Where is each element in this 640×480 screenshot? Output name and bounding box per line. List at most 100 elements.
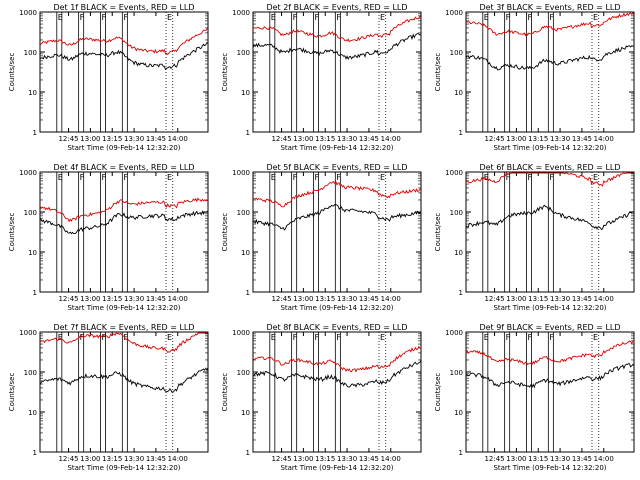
y-tick-label: 1000 (445, 9, 463, 17)
x-tick-label: 13:00 (506, 455, 526, 463)
interval-marker-label: F (549, 333, 554, 342)
y-tick-label: 10 (28, 249, 37, 257)
x-tick-label: 14:00 (381, 135, 401, 143)
x-tick-label: 13:45 (572, 295, 592, 303)
interval-marker-label: E (380, 13, 385, 22)
panel-5: Det 5f BLACK = Events, RED = LLD Counts/s… (221, 163, 422, 312)
x-tick-label: 14:00 (168, 135, 188, 143)
interval-marker-label: F (506, 13, 511, 22)
interval-marker-label: F (101, 333, 106, 342)
interval-marker-label: F (506, 173, 511, 182)
interval-marker-label: F (101, 13, 106, 22)
x-tick-label: 12:45 (271, 295, 291, 303)
interval-marker-label: E (58, 333, 63, 342)
x-tick-label: 13:15 (528, 295, 548, 303)
x-tick-label: 14:00 (381, 455, 401, 463)
x-tick-label: 13:45 (572, 135, 592, 143)
interval-marker-label: F (123, 173, 128, 182)
plot-frame (39, 11, 209, 133)
lld-series-line (252, 345, 422, 373)
x-tick-label: 12:45 (484, 455, 504, 463)
x-tick-label: 12:45 (58, 295, 78, 303)
y-tick-label: 100 (24, 209, 37, 217)
x-tick-label: 13:15 (315, 455, 335, 463)
plot-frame (252, 331, 422, 453)
interval-marker-label: E (380, 333, 385, 342)
lld-series-line (39, 28, 209, 56)
x-axis-label: Start Time (09-Feb-14 12:32:20) (493, 464, 606, 472)
x-tick-label: 14:00 (381, 295, 401, 303)
x-tick-label: 13:30 (550, 295, 570, 303)
x-axis-label: Start Time (09-Feb-14 12:32:20) (67, 304, 180, 312)
plot-frame (252, 171, 422, 293)
interval-marker-label: E (58, 173, 63, 182)
panel-title: Det 3f BLACK = Events, RED = LLD (479, 3, 620, 12)
interval-marker-label: E (593, 333, 598, 342)
x-tick-label: 13:30 (550, 455, 570, 463)
plot-frame (39, 331, 209, 453)
panel-8: Det 8f BLACK = Events, RED = LLD Counts/s… (221, 323, 422, 472)
interval-marker-label: F (314, 173, 319, 182)
y-tick-label: 1 (246, 129, 250, 137)
interval-marker-label: E (167, 333, 172, 342)
y-tick-label: 1000 (445, 329, 463, 337)
events-series-line (252, 32, 422, 61)
y-tick-label: 1000 (19, 329, 37, 337)
interval-marker-label: F (527, 173, 532, 182)
panel-title: Det 2f BLACK = Events, RED = LLD (266, 3, 407, 12)
y-tick-label: 100 (237, 49, 250, 57)
interval-marker-label: F (80, 333, 85, 342)
interval-marker-label: E (484, 13, 489, 22)
y-tick-label: 10 (241, 249, 250, 257)
panel-title: Det 4f BLACK = Events, RED = LLD (53, 163, 194, 172)
y-tick-label: 100 (450, 49, 463, 57)
y-tick-label: 100 (237, 369, 250, 377)
y-tick-label: 1 (33, 289, 37, 297)
events-series-line (39, 42, 209, 71)
interval-marker-label: F (549, 13, 554, 22)
events-series-line (465, 363, 635, 389)
panel-4: Det 4f BLACK = Events, RED = LLD Counts/s… (8, 163, 209, 312)
events-series-line (253, 204, 422, 231)
x-tick-label: 13:15 (528, 135, 548, 143)
x-tick-label: 13:30 (124, 455, 144, 463)
x-tick-label: 13:30 (337, 295, 357, 303)
interval-marker-label: F (123, 333, 128, 342)
y-tick-label: 1 (459, 449, 463, 457)
y-tick-label: 100 (24, 49, 37, 57)
interval-marker-label: F (314, 13, 319, 22)
x-tick-label: 13:30 (337, 135, 357, 143)
interval-marker-label: E (593, 173, 598, 182)
y-tick-label: 10 (454, 89, 463, 97)
y-tick-label: 10 (241, 409, 250, 417)
y-tick-label: 1 (246, 289, 250, 297)
lld-series-line (39, 332, 208, 354)
plot-frame (465, 331, 635, 453)
x-tick-label: 13:45 (146, 295, 166, 303)
interval-marker-label: E (593, 13, 598, 22)
interval-marker-label: E (167, 13, 172, 22)
lld-series-line (465, 340, 635, 366)
x-tick-label: 13:15 (528, 455, 548, 463)
y-tick-label: 1000 (232, 329, 250, 337)
interval-marker-label: E (271, 173, 276, 182)
interval-marker-label: F (80, 173, 85, 182)
y-tick-label: 100 (24, 369, 37, 377)
panel-title: Det 1f BLACK = Events, RED = LLD (53, 3, 194, 12)
y-axis-label: Counts/sec (221, 213, 229, 252)
interval-marker-label: F (80, 13, 85, 22)
y-tick-label: 1000 (445, 169, 463, 177)
interval-marker-label: F (549, 173, 554, 182)
y-axis-label: Counts/sec (8, 53, 16, 92)
lld-series-line (252, 14, 422, 43)
panel-1: Det 1f BLACK = Events, RED = LLD Counts/s… (8, 3, 209, 152)
x-tick-label: 13:30 (550, 135, 570, 143)
x-tick-label: 13:00 (506, 295, 526, 303)
x-tick-label: 14:00 (594, 455, 614, 463)
x-tick-label: 13:00 (80, 135, 100, 143)
y-tick-label: 1 (33, 129, 37, 137)
events-series-line (465, 45, 635, 71)
y-tick-label: 1000 (232, 169, 250, 177)
interval-marker-label: F (527, 333, 532, 342)
